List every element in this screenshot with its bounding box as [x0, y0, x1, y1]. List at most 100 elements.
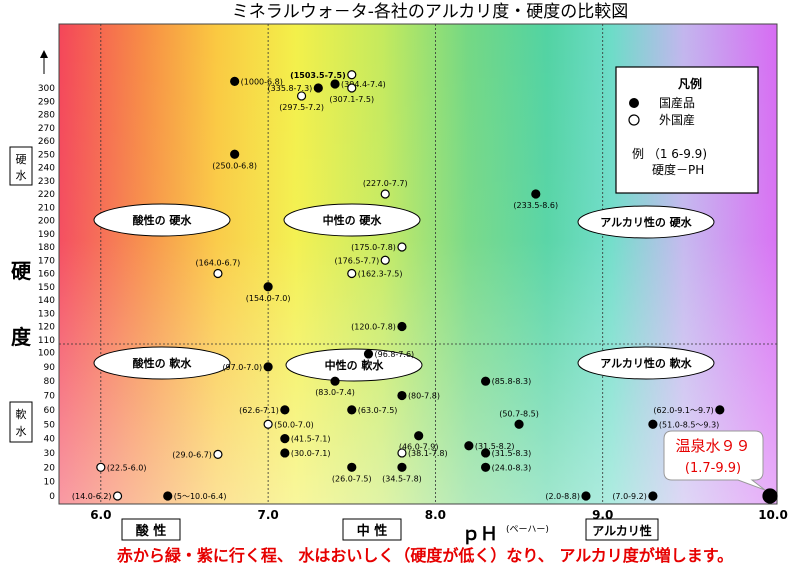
x-category-acid-label: 酸 性 — [136, 523, 167, 539]
y-tick-label: 220 — [38, 190, 55, 200]
point-label: (5～10.0-6.4) — [174, 492, 227, 501]
x-tick-label: 6.0 — [90, 508, 111, 522]
data-point: (307.1-7.5) — [329, 83, 374, 104]
y-tick-label: 30 — [44, 449, 56, 459]
y-axis-ticks: 3002902802702602502402302202102001901801… — [38, 84, 55, 502]
legend: 凡例 国産品 外国産 例 （1 6-9.9) 硬度－PH — [615, 66, 759, 194]
hard-water-char-2: 水 — [16, 169, 27, 182]
point-label: (38.1-7.8) — [408, 449, 448, 458]
soft-water-char-2: 水 — [16, 425, 27, 438]
legend-title: 凡例 — [678, 76, 702, 91]
point-marker — [397, 462, 407, 472]
point-label: (46.0-7.9) — [399, 443, 439, 452]
y-tick-label: 120 — [38, 323, 55, 333]
y-tick-label: 130 — [38, 309, 55, 319]
point-label: (22.5-6.0) — [107, 463, 147, 472]
data-point: (26.0-7.5) — [332, 462, 372, 483]
data-point: (394.4-7.4) — [330, 79, 386, 89]
point-label: (7.0-9.2) — [612, 492, 647, 501]
data-point: (154.0-7.0) — [246, 282, 291, 303]
data-point: (176.5-7.7) — [334, 255, 390, 265]
y-tick-label: 150 — [38, 283, 55, 293]
footer-note: 赤から緑・紫に行く程、 水はおいしく（硬度が低く）なり、 アルカリ度が増します。 — [117, 546, 733, 565]
y-tick-label: 270 — [38, 124, 55, 134]
x-tick-label: 10.0 — [758, 508, 788, 522]
point-label: (227.0-7.7) — [363, 179, 408, 188]
data-point: (46.0-7.9) — [399, 431, 439, 452]
data-point: (96.8-7.6) — [363, 349, 414, 359]
point-marker — [347, 83, 357, 93]
y-tick-label: 80 — [44, 377, 56, 387]
x-category-acid: 酸 性 — [121, 518, 181, 541]
point-marker — [96, 462, 106, 472]
point-label: (31.5-8.3) — [492, 449, 532, 458]
y-tick-label: 20 — [44, 463, 56, 473]
point-marker — [230, 76, 240, 86]
data-point: (227.0-7.7) — [363, 179, 408, 199]
data-point: (7.0-9.2) — [612, 491, 658, 501]
hard-water-label: 硬 水 — [9, 146, 33, 186]
point-marker — [330, 376, 340, 386]
x-category-alkaline-label: アルカリ性 — [592, 523, 652, 538]
data-point: (2.0-8.8) — [545, 491, 591, 501]
point-marker — [263, 282, 273, 292]
point-label: (176.5-7.7) — [334, 256, 379, 265]
x-axis-label: ｐＨ — [462, 524, 498, 545]
data-point: (80-7.8) — [397, 390, 440, 401]
point-marker — [380, 255, 390, 265]
data-point: (34.5-7.8) — [382, 462, 422, 483]
point-marker — [581, 491, 591, 501]
legend-example-line1: 例 （1 6-9.9) — [632, 147, 707, 161]
point-marker — [397, 321, 407, 332]
point-label: (24.0-8.3) — [492, 463, 532, 472]
point-marker — [347, 268, 357, 279]
x-tick-label: 8.0 — [425, 508, 446, 522]
legend-domestic-marker — [629, 98, 639, 108]
chart-title: ミネラルウォ－タ-各社のアルカリ度・硬度の比較図 — [232, 2, 628, 22]
point-label: (96.8-7.6) — [374, 350, 414, 359]
point-label: (26.0-7.5) — [332, 474, 372, 483]
zone-ellipse — [93, 203, 231, 237]
point-marker — [313, 83, 323, 93]
y-tick-label: 230 — [38, 177, 55, 187]
y-tick-label: 70 — [44, 392, 56, 402]
point-label: (41.5-7.1) — [291, 435, 331, 444]
x-category-neutral-label: 中 性 — [357, 523, 388, 539]
zone-text: 中性の 硬水 — [323, 213, 383, 227]
y-tick-label: 300 — [38, 84, 55, 94]
point-label: (83.0-7.4) — [315, 388, 355, 397]
data-point: (30.0-7.1) — [280, 448, 331, 458]
point-label: (394.4-7.4) — [341, 80, 386, 89]
y-tick-label: 160 — [38, 270, 55, 280]
y-tick-label: 50 — [44, 420, 56, 430]
y-tick-label: 60 — [44, 406, 56, 416]
point-marker — [715, 405, 725, 415]
point-marker — [531, 189, 541, 199]
point-label: (50.0-7.0) — [274, 420, 314, 429]
point-marker — [464, 441, 474, 451]
data-point: (31.5-8.3) — [481, 448, 532, 458]
point-marker — [112, 491, 123, 501]
zone-label: 酸性の 硬水 — [93, 203, 231, 237]
data-point: (24.0-8.3) — [481, 462, 532, 472]
zone-text: アルカリ性の 硬水 — [600, 215, 692, 229]
point-marker — [347, 70, 357, 80]
x-axis-ticks: 6.0 7.0 8.0 9.0 10.0 — [90, 508, 788, 522]
x-category-alkaline: アルカリ性 — [585, 518, 659, 541]
point-marker — [347, 405, 357, 415]
zone-label: 中性の 硬水 — [283, 203, 421, 237]
y-tick-label: 290 — [38, 97, 55, 107]
zone-label: 酸性の 軟水 — [93, 346, 231, 380]
point-label: (233.5-8.6) — [513, 201, 558, 210]
point-marker — [213, 268, 223, 279]
data-point — [762, 488, 778, 504]
y-axis-label-1: 硬 — [11, 259, 32, 283]
y-tick-label: 210 — [38, 203, 55, 213]
featured-callout: 温泉水９９ (1.7-9.9) — [663, 430, 766, 491]
data-point: (62.6-7.1) — [239, 405, 290, 415]
zone-text: アルカリ性の 軟水 — [600, 356, 692, 370]
y-tick-label: 280 — [38, 111, 55, 121]
x-tick-label: 7.0 — [257, 508, 278, 522]
